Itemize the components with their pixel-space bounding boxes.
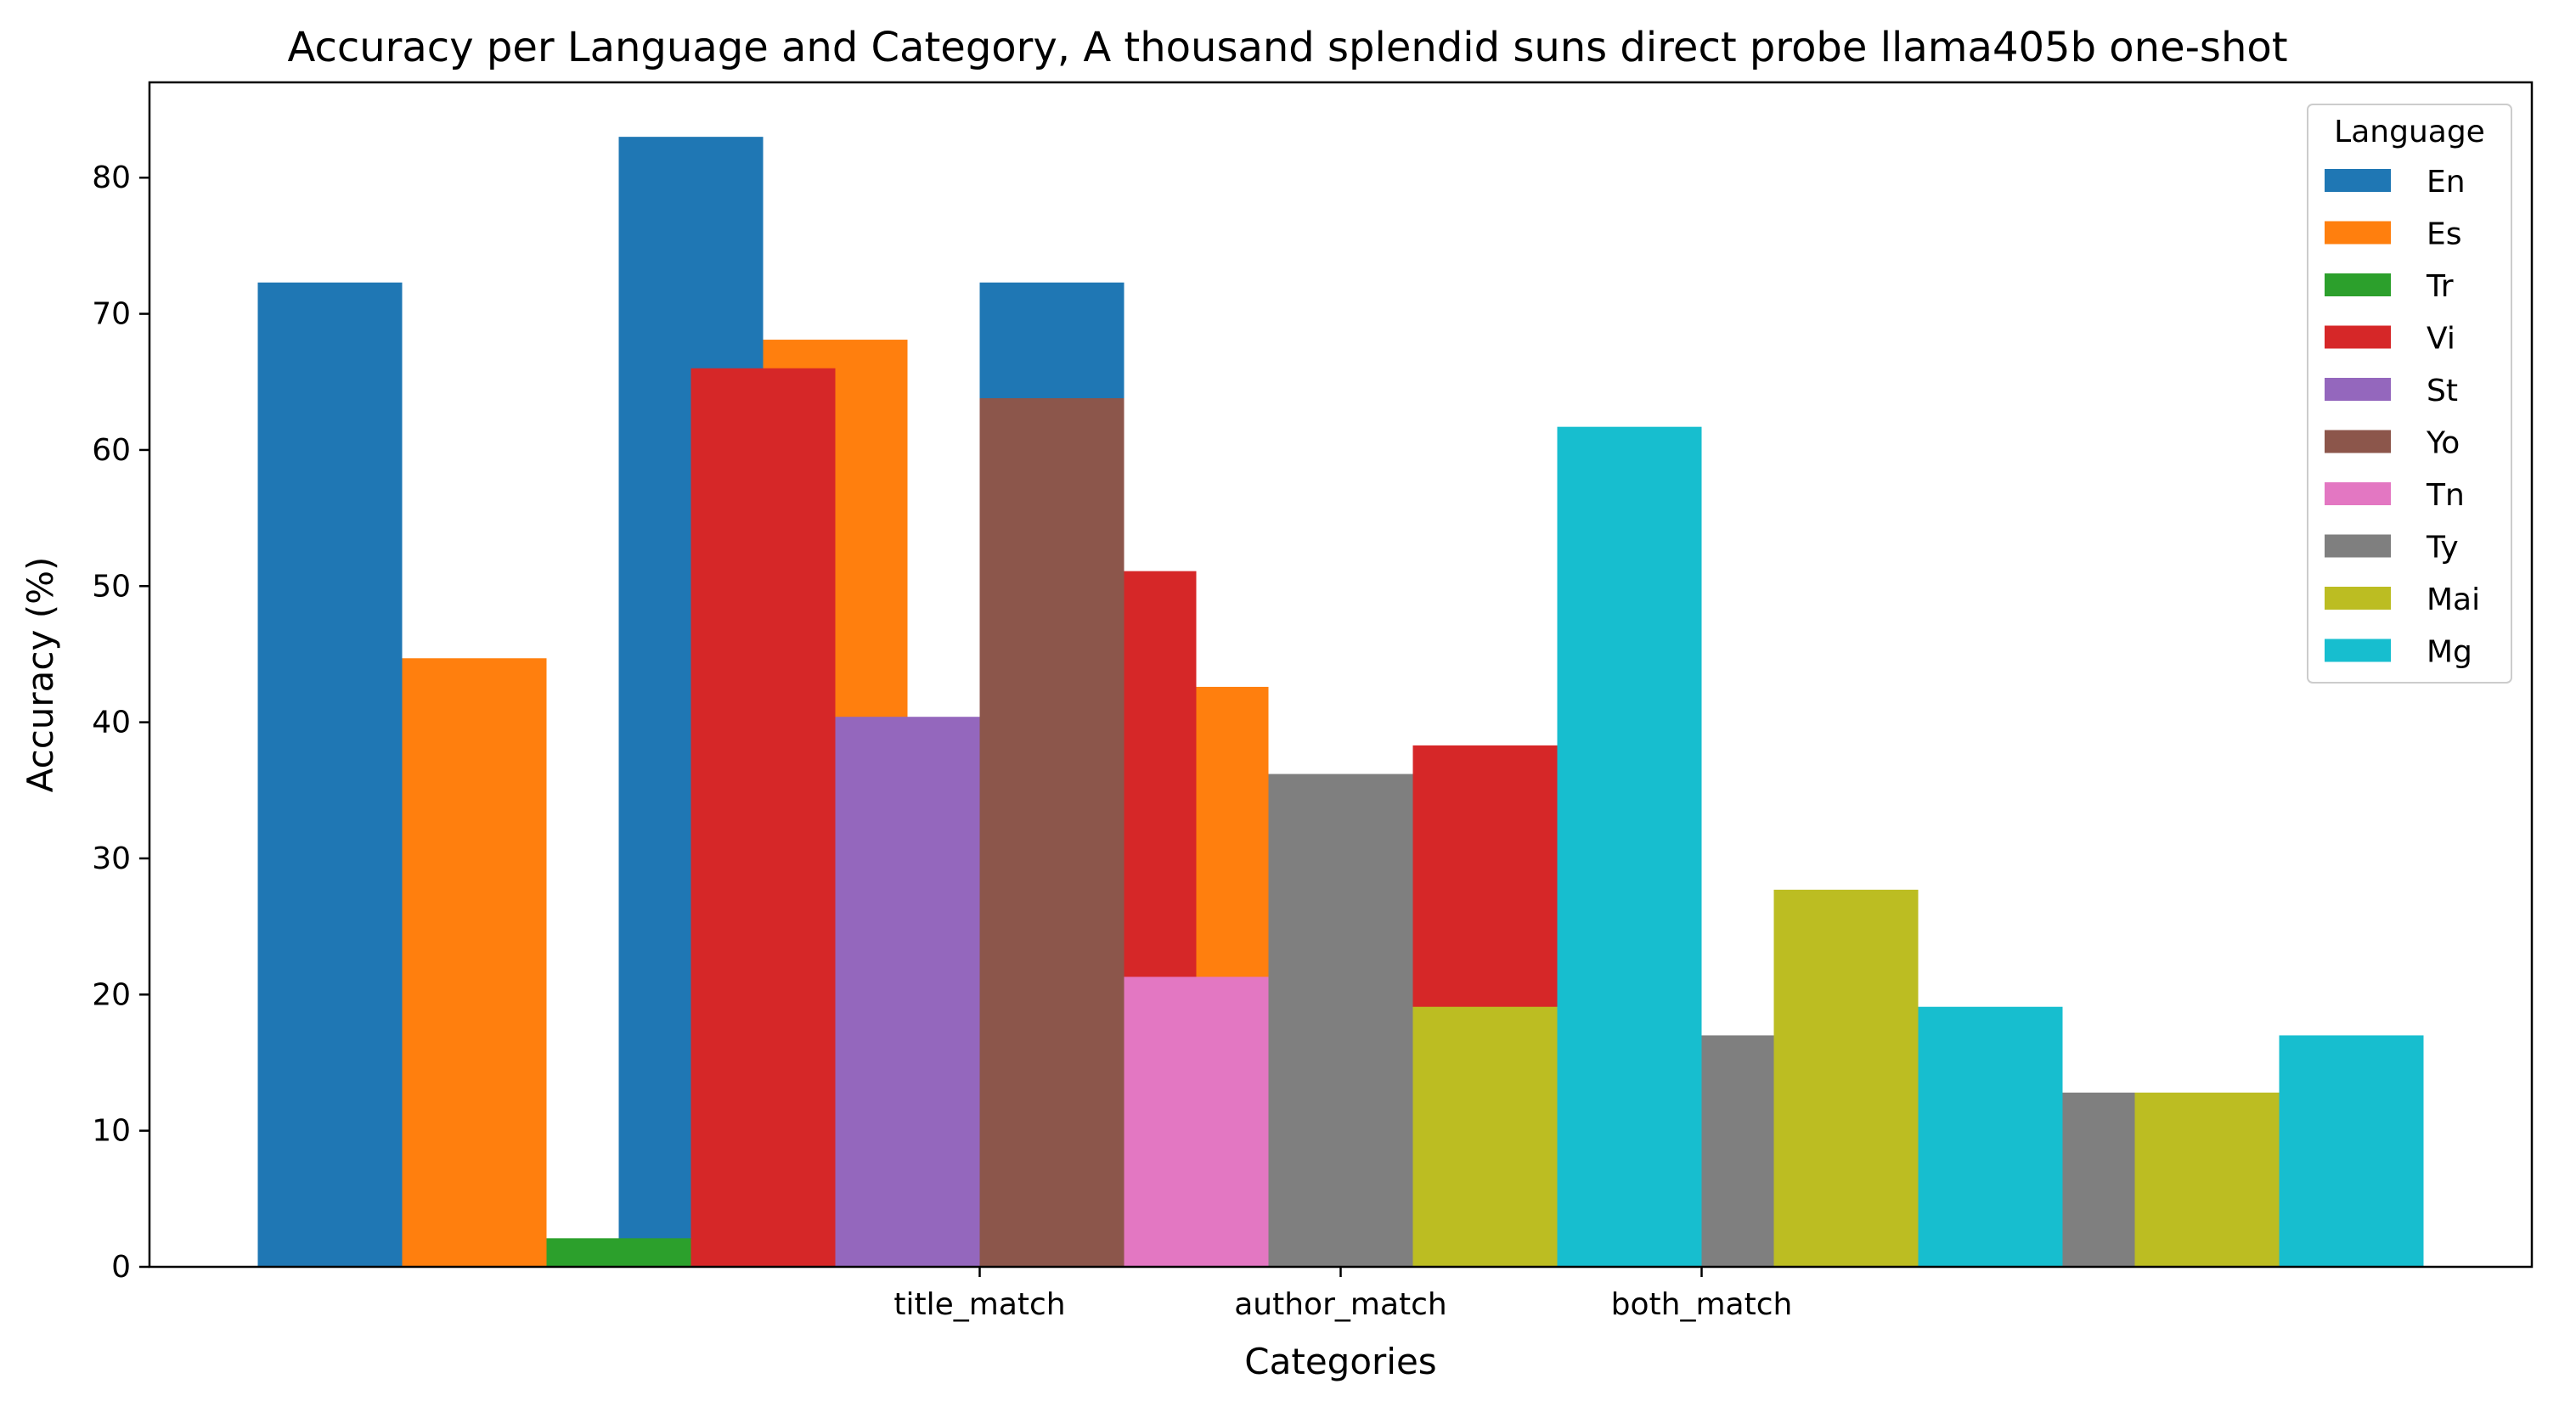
bar-ty-title-match <box>1268 774 1413 1267</box>
legend-items: En Es Tr Vi St Yo Tn Ty Mai Mg <box>2325 165 2480 670</box>
legend-swatch-ty <box>2325 534 2391 558</box>
x-tick-label: both_match <box>1611 1287 1793 1322</box>
x-tick-label: title_match <box>893 1287 1065 1322</box>
bar-mai-title-match <box>1412 1006 1558 1267</box>
legend-label-mg: Mg <box>2427 635 2472 670</box>
y-tick-label: 20 <box>92 977 131 1012</box>
legend-swatch-es <box>2325 221 2391 245</box>
bar-tr-title-match <box>546 1238 691 1267</box>
bar-tn-title-match <box>1124 976 1269 1267</box>
x-axis: title_match author_match both_match <box>893 1267 1792 1322</box>
bar-st-title-match <box>835 717 980 1267</box>
legend-label-st: St <box>2427 374 2458 408</box>
legend-swatch-st <box>2325 378 2391 401</box>
legend-label-en: En <box>2427 165 2466 200</box>
legend-swatch-mg <box>2325 639 2391 662</box>
legend-swatch-tn <box>2325 482 2391 505</box>
y-tick-label: 70 <box>92 297 131 332</box>
bar-es-title-match <box>402 658 547 1267</box>
legend-label-mai: Mai <box>2427 582 2480 617</box>
y-tick-label: 60 <box>92 433 131 468</box>
legend-label-tn: Tn <box>2426 478 2465 513</box>
y-tick-label: 40 <box>92 706 131 740</box>
bar-mg-author-match <box>1918 1006 2063 1267</box>
bar-yo-title-match <box>979 398 1125 1267</box>
chart-title: Accuracy per Language and Category, A th… <box>287 24 2287 71</box>
legend-swatch-tr <box>2325 273 2391 296</box>
legend-swatch-en <box>2325 169 2391 192</box>
bar-mg-title-match <box>1557 426 1702 1267</box>
legend-label-es: Es <box>2427 217 2462 252</box>
legend-swatch-mai <box>2325 587 2391 610</box>
bar-en-title-match <box>257 282 403 1267</box>
legend-label-yo: Yo <box>2426 426 2460 461</box>
legend-swatch-vi <box>2325 325 2391 349</box>
bar-mai-author-match <box>1773 889 1919 1267</box>
y-tick-label: 80 <box>92 160 131 195</box>
bars <box>257 137 2424 1268</box>
y-tick-label: 30 <box>92 841 131 876</box>
y-axis-label: Accuracy (%) <box>20 557 61 793</box>
legend-title: Language <box>2334 115 2485 149</box>
y-axis: 0 10 20 30 40 50 60 70 80 <box>92 160 149 1285</box>
legend-label-tr: Tr <box>2426 269 2454 304</box>
y-tick-label: 50 <box>92 569 131 604</box>
legend-swatch-yo <box>2325 430 2391 453</box>
legend-label-vi: Vi <box>2427 322 2455 357</box>
legend: Language En Es Tr Vi St Yo Tn Ty Mai Mg <box>2307 104 2512 684</box>
plot-frame <box>148 81 2534 1269</box>
y-tick-label: 10 <box>92 1114 131 1149</box>
x-axis-label: Categories <box>1244 1341 1436 1382</box>
bar-mg-both-match <box>2279 1035 2424 1267</box>
x-tick-label: author_match <box>1234 1287 1447 1322</box>
bar-mai-both-match <box>2134 1092 2280 1267</box>
bar-vi-title-match <box>691 368 836 1268</box>
legend-label-ty: Ty <box>2426 531 2459 565</box>
y-tick-label: 0 <box>111 1250 131 1285</box>
